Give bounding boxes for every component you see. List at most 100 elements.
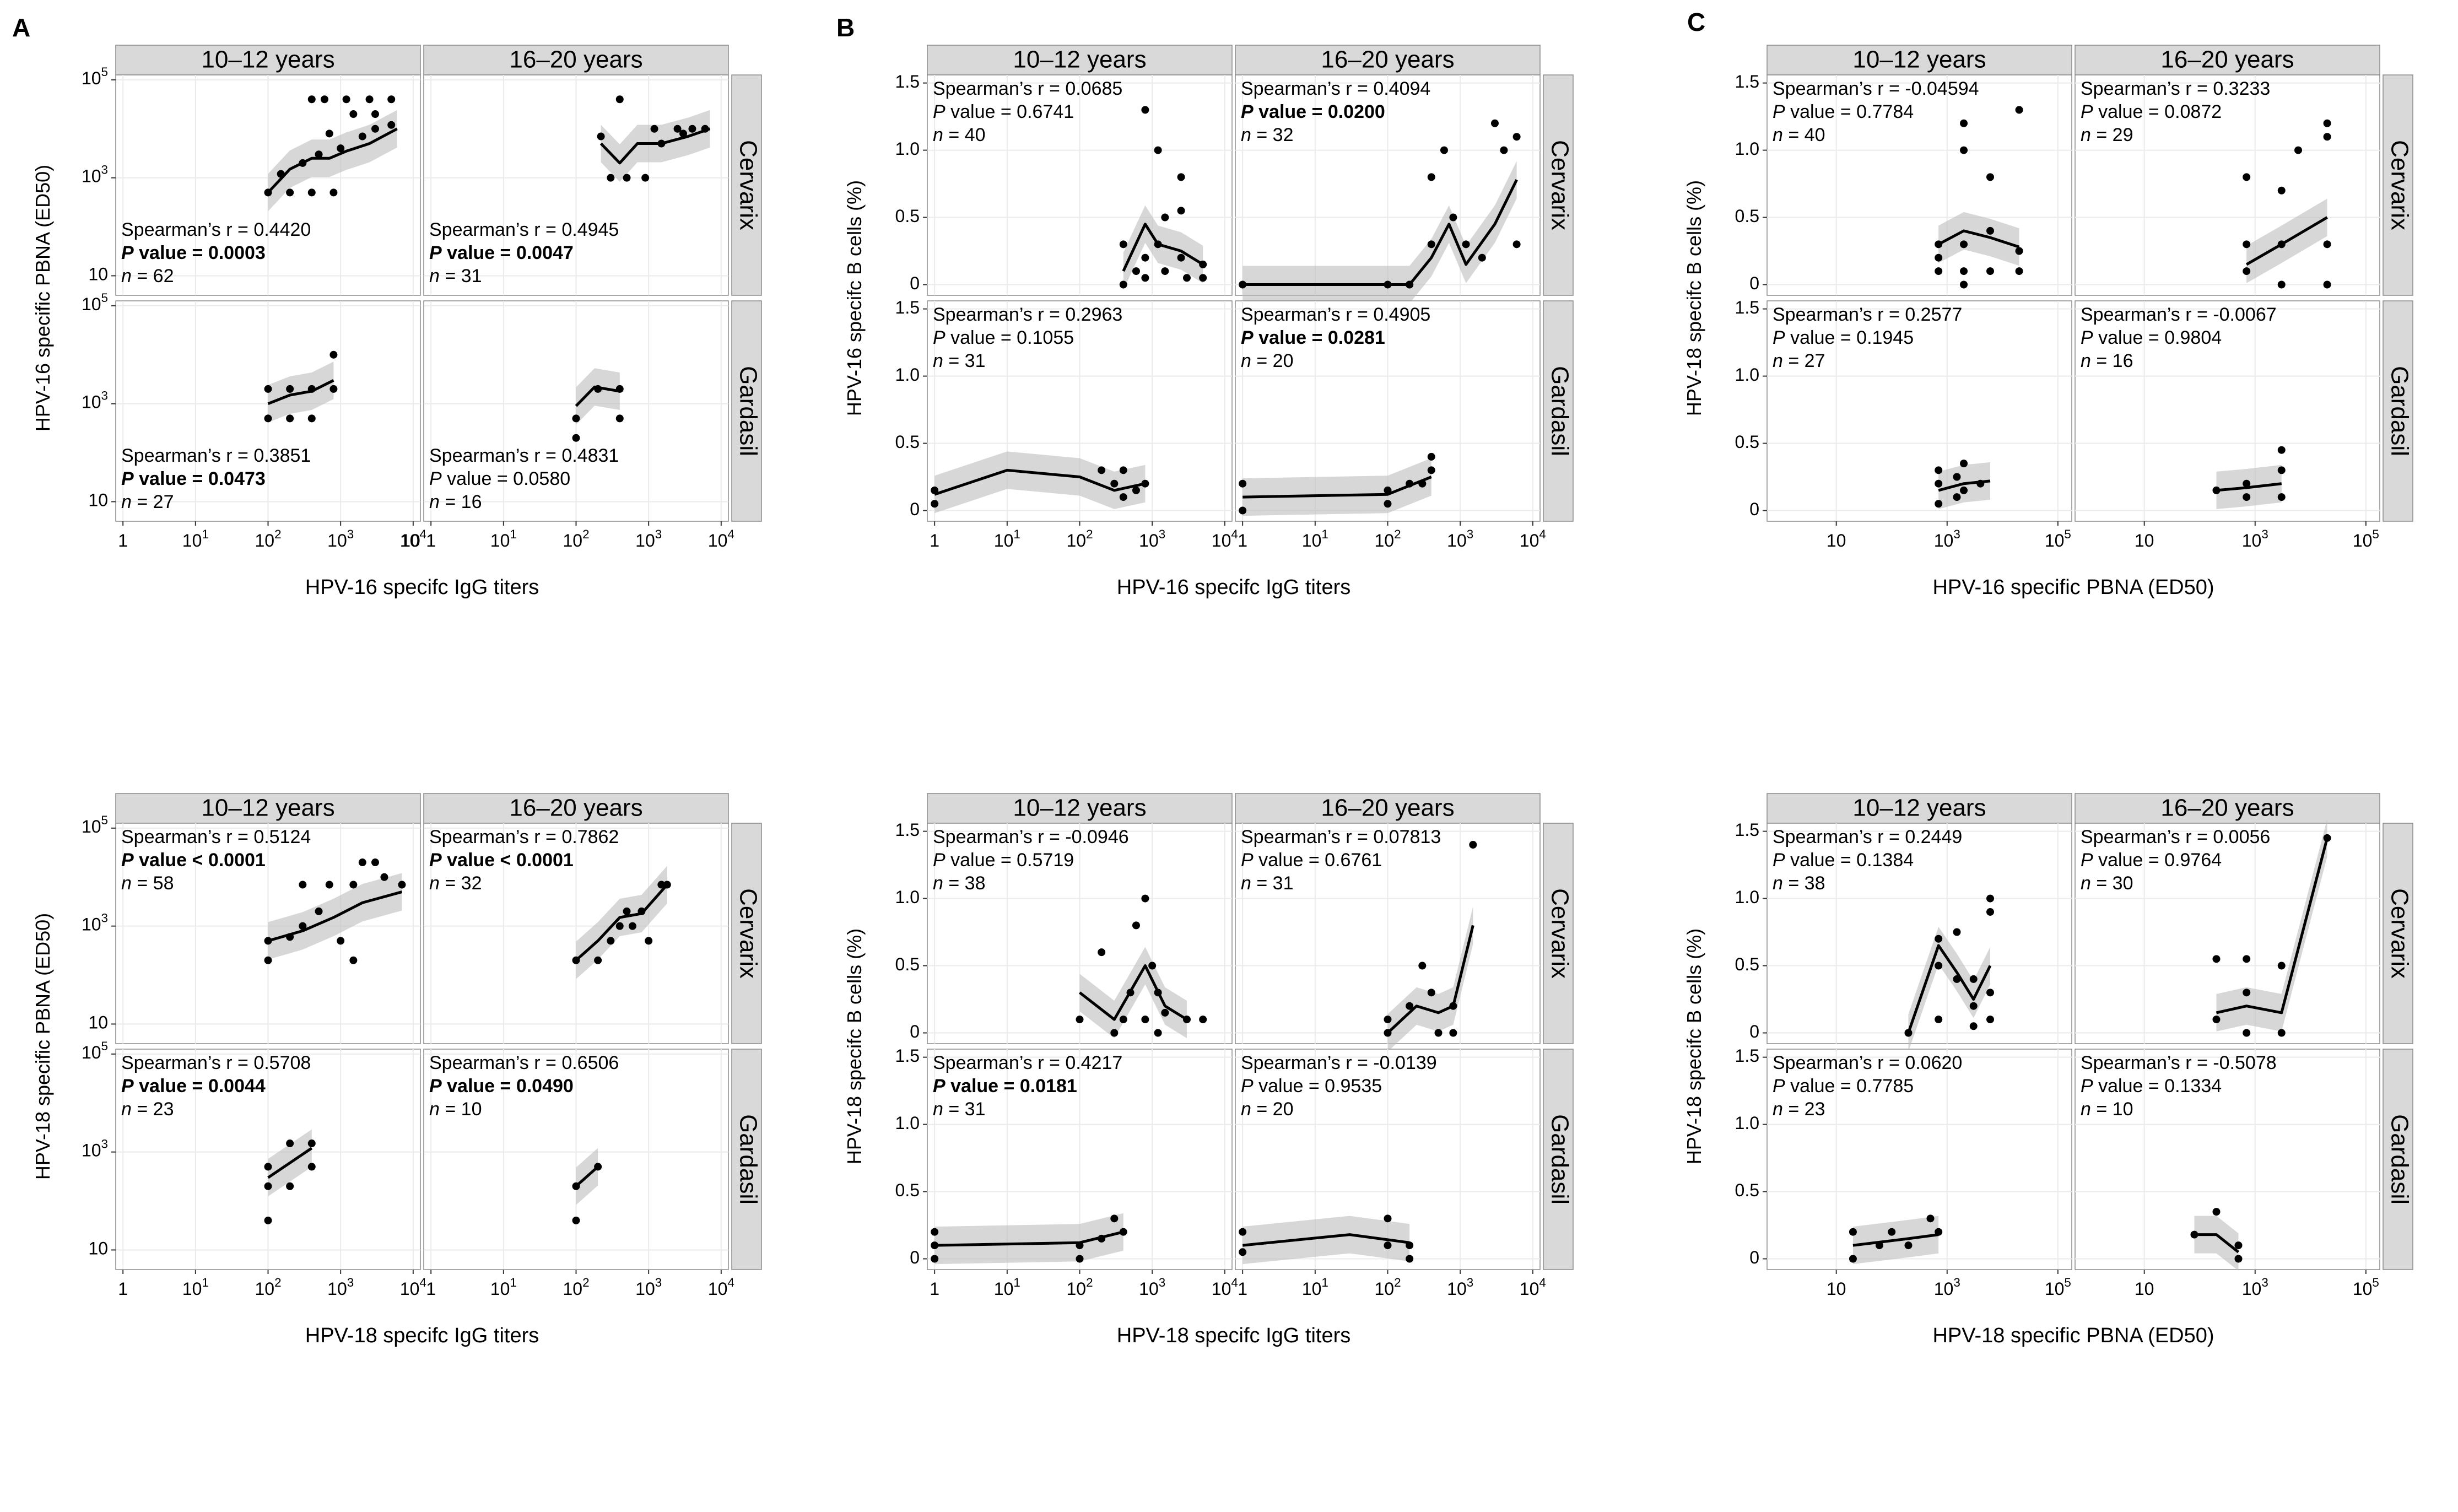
data-point — [329, 385, 338, 393]
data-point — [2277, 280, 2286, 289]
data-point — [1449, 1029, 1457, 1037]
data-point — [1110, 479, 1119, 488]
stat-p-value: P value = 0.1334 — [2081, 1076, 2222, 1097]
data-point — [299, 881, 307, 889]
y-tick-label: 0 — [1749, 499, 1759, 519]
y-axis-title: HPV-18 specifc B cells (%) — [1683, 928, 1705, 1164]
data-point — [1418, 962, 1427, 970]
data-point — [2015, 267, 2023, 276]
data-point — [1384, 1241, 1392, 1250]
data-point — [1239, 1228, 1247, 1236]
data-point — [2243, 240, 2251, 249]
data-point — [597, 132, 605, 141]
y-tick-label: 1.5 — [1735, 298, 1759, 317]
data-point — [1161, 213, 1169, 222]
y-tick-label: 1.0 — [895, 1113, 920, 1133]
panel-letter-a: A — [12, 13, 30, 42]
data-point — [2243, 267, 2251, 276]
data-point — [931, 500, 939, 508]
data-point — [387, 95, 396, 104]
strip-age-bg — [423, 45, 729, 75]
data-point — [1239, 1248, 1247, 1256]
fit-line — [2194, 1233, 2240, 1254]
strip-age-bg — [927, 793, 1233, 824]
data-point — [1132, 921, 1140, 930]
y-tick-label: 1.5 — [1735, 72, 1759, 91]
data-point — [1986, 894, 1995, 903]
x-tick-label: 101 — [994, 1276, 1020, 1299]
x-tick-label: 105 — [2045, 1276, 2071, 1299]
facet — [1235, 1049, 1541, 1270]
data-point — [931, 1228, 939, 1236]
strip-vaccine-label: Cervarix — [1546, 140, 1573, 230]
data-point — [931, 1255, 939, 1263]
data-point — [365, 95, 374, 104]
y-tick-label: 0.5 — [895, 954, 920, 974]
data-point — [1849, 1255, 1857, 1263]
strip-vaccine-bg — [1543, 1049, 1574, 1270]
y-tick-label: 10 — [88, 1013, 108, 1033]
stat-n: n = 62 — [121, 266, 174, 287]
x-tick-label: 101 — [490, 1276, 517, 1299]
stat-p-value: P value = 0.0181 — [933, 1076, 1077, 1097]
strip-age-label: 16–20 years — [1321, 46, 1454, 73]
stat-p-value: P value = 0.1945 — [1773, 327, 1914, 348]
data-point — [1148, 962, 1157, 970]
data-point — [1953, 473, 1961, 481]
facet — [2075, 819, 2380, 1044]
data-point — [1141, 1016, 1149, 1024]
data-point — [645, 937, 653, 945]
data-point — [1986, 908, 1995, 916]
x-tick-label: 1 — [930, 1279, 939, 1299]
x-tick-label: 104 — [400, 1276, 426, 1299]
data-point — [325, 881, 333, 889]
strip-age-bg — [1766, 45, 2072, 75]
data-point — [607, 174, 615, 182]
x-axis-title: HPV-18 specific PBNA (ED50) — [1932, 1324, 2214, 1347]
facet — [115, 823, 421, 1044]
x-tick-label: 103 — [1447, 527, 1473, 550]
fit-line — [267, 127, 398, 194]
data-point — [1384, 1214, 1392, 1223]
data-point — [1849, 1228, 1857, 1236]
strip-vaccine-bg — [2383, 823, 2413, 1044]
data-point — [2015, 106, 2023, 114]
stat-spearman: Spearman’s r = 0.4945 — [429, 219, 619, 240]
data-point — [286, 414, 294, 423]
data-point — [1986, 267, 1995, 276]
data-point — [1512, 240, 1521, 249]
strip-age-bg — [115, 793, 421, 824]
facet — [423, 74, 729, 296]
confidence-band — [601, 110, 710, 182]
stat-spearman: Spearman’s r = 0.6506 — [429, 1052, 619, 1073]
data-point — [1500, 146, 1508, 154]
data-point — [1935, 267, 1943, 276]
data-point — [2243, 479, 2251, 488]
facet — [1766, 823, 2072, 1052]
x-tick-label: 104 — [400, 527, 426, 550]
x-tick-label: 102 — [1374, 1276, 1401, 1299]
stat-spearman: Spearman’s r = 0.2449 — [1773, 827, 1962, 847]
y-tick-label: 1.5 — [895, 72, 920, 91]
x-tick-label: 103 — [635, 527, 662, 550]
y-tick-label: 105 — [82, 65, 108, 88]
x-tick-label: 10 — [1827, 531, 1846, 550]
fit-line — [1078, 964, 1188, 1021]
data-point — [320, 95, 328, 104]
x-tick-label: 10 — [1827, 1279, 1846, 1299]
data-point — [2294, 146, 2303, 154]
strip-vaccine-bg — [731, 1049, 762, 1270]
data-point — [307, 188, 316, 197]
stat-n: n = 20 — [1241, 1099, 1294, 1120]
stat-p-value: P value = 0.0200 — [1241, 101, 1385, 122]
data-point — [329, 188, 338, 197]
data-point — [2212, 1208, 2221, 1216]
y-tick-label: 0.5 — [895, 1180, 920, 1200]
data-point — [2243, 955, 2251, 963]
data-point — [1960, 267, 1968, 276]
stat-p-value: P value = 0.7785 — [1773, 1076, 1914, 1097]
data-point — [1960, 240, 1968, 249]
data-point — [2277, 186, 2286, 195]
facet — [423, 1049, 729, 1270]
stat-n: n = 16 — [429, 492, 482, 512]
